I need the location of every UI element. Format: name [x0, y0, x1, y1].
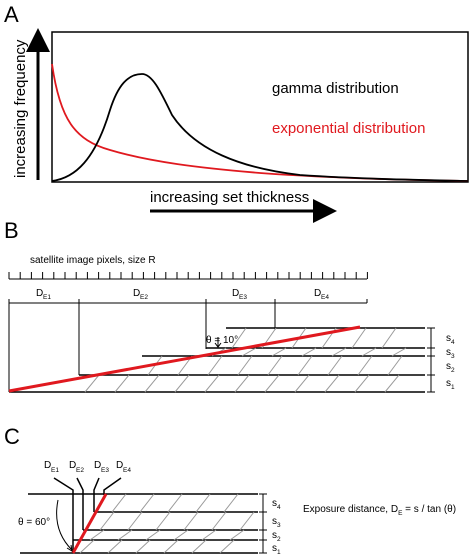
svg-text:1: 1 [451, 384, 455, 391]
angle-label-b: θ = 10° [206, 335, 238, 346]
panel-a-plot-frame [51, 31, 469, 183]
panel-b-letter: B [4, 218, 19, 243]
svg-text:D: D [36, 288, 43, 299]
exposure-brackets-b [8, 299, 368, 392]
angle-arc-c [56, 499, 73, 551]
exposure-label-b-3: D E3 [232, 288, 247, 301]
exposure-leaders-c [53, 477, 122, 553]
exposure-label-b-1: D E1 [36, 288, 51, 301]
svg-text:s: s [446, 333, 451, 344]
svg-text:s: s [272, 516, 277, 527]
exposure-label-c-4: D E4 [116, 460, 131, 474]
x-axis-label: increasing set thickness [150, 189, 309, 206]
exposure-label-b-4: D E4 [314, 288, 329, 301]
svg-text:Exposure distance, DE = s / ta: Exposure distance, DE = s / tan (θ) [303, 504, 456, 517]
exposure-label-b-2: D E2 [133, 288, 148, 301]
svg-text:E3: E3 [239, 294, 247, 301]
set-brackets-b [427, 327, 435, 393]
svg-text:D: D [94, 460, 101, 471]
exposure-label-c-1: D E1 [44, 460, 59, 474]
svg-text:D: D [133, 288, 140, 299]
gamma-legend-label: gamma distribution [272, 80, 399, 97]
svg-text:s: s [446, 361, 451, 372]
svg-text:s: s [272, 543, 277, 554]
panel-a-letter: A [4, 2, 19, 27]
svg-text:4: 4 [451, 339, 455, 346]
svg-text:E4: E4 [123, 467, 131, 474]
formula-label: Exposure distance, DE = s / tan (θ) [303, 504, 456, 517]
svg-text:s: s [272, 530, 277, 541]
cross-bedding-c [79, 493, 255, 554]
svg-text:E1: E1 [51, 467, 59, 474]
exposure-label-c-2: D E2 [69, 460, 84, 474]
svg-text:D: D [116, 460, 123, 471]
svg-text:3: 3 [277, 522, 281, 529]
svg-text:D: D [69, 460, 76, 471]
surface-line-c [71, 493, 108, 554]
svg-text:1: 1 [277, 549, 281, 556]
svg-text:s: s [446, 378, 451, 389]
svg-text:2: 2 [451, 367, 455, 374]
gamma-curve [51, 73, 469, 182]
cross-bedding-b [84, 327, 407, 393]
y-axis-label: increasing frequency [12, 39, 29, 178]
exposure-label-c-3: D E3 [94, 460, 109, 474]
svg-text:E3: E3 [101, 467, 109, 474]
angle-label-c: θ = 60° [18, 517, 50, 528]
set-boundaries-c [20, 493, 258, 554]
svg-text:E2: E2 [140, 294, 148, 301]
svg-text:3: 3 [451, 353, 455, 360]
svg-text:E1: E1 [43, 294, 51, 301]
svg-text:s: s [272, 498, 277, 509]
svg-text:D: D [44, 460, 51, 471]
surface-line-b [8, 325, 361, 393]
svg-text:4: 4 [277, 504, 281, 511]
svg-text:E2: E2 [76, 467, 84, 474]
exponential-legend-label: exponential distribution [272, 120, 425, 137]
svg-text:D: D [314, 288, 321, 299]
svg-text:2: 2 [277, 536, 281, 543]
panel-c-letter: C [4, 424, 20, 449]
svg-text:E4: E4 [321, 294, 329, 301]
svg-text:s: s [446, 347, 451, 358]
set-brackets-c [259, 493, 267, 554]
pixel-ruler [8, 272, 368, 280]
svg-text:D: D [232, 288, 239, 299]
pixels-label: satellite image pixels, size R [30, 255, 156, 266]
